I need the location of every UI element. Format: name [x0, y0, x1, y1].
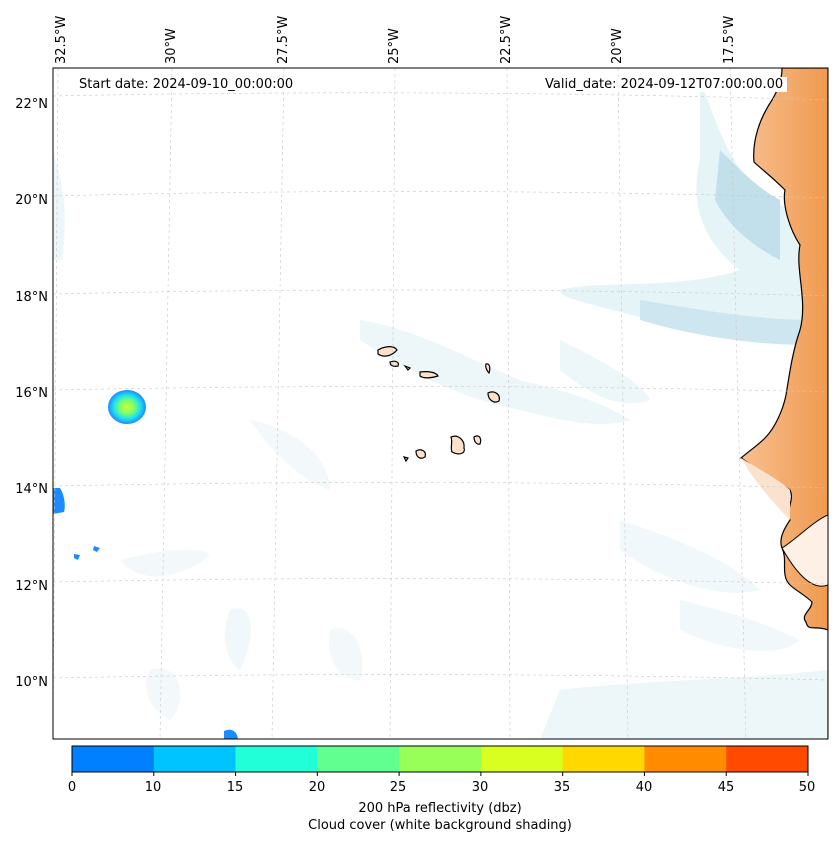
cape-verde-islands: [377, 346, 500, 463]
colorbar-segment: [153, 746, 237, 772]
lat-label: 16°N: [15, 386, 48, 401]
lon-label: 22.5°W: [499, 15, 514, 64]
lat-label: 20°N: [15, 193, 48, 208]
lon-label: 17.5°W: [722, 15, 737, 64]
colorbar-sublabel: Cloud cover (white background shading): [308, 818, 572, 833]
colorbar-segment: [562, 746, 645, 772]
colorbar-segment: [644, 746, 727, 772]
cloud-cover-shading: [53, 80, 828, 739]
lon-label: 27.5°W: [276, 15, 291, 64]
colorbar-tick: 45: [717, 780, 735, 795]
colorbar-segment: [317, 746, 400, 772]
colorbar: [71, 745, 809, 776]
colorbar-segment: [399, 746, 482, 772]
colorbar-tick: 50: [798, 780, 816, 795]
colorbar-frame: [71, 745, 809, 773]
colorbar-segment: [726, 746, 809, 772]
colorbar-tick: 0: [67, 780, 77, 795]
colorbar-tick: 30: [471, 780, 489, 795]
colorbar-tick: 35: [553, 780, 571, 795]
colorbar-tick: 40: [635, 780, 653, 795]
colorbar-tick: 20: [308, 780, 326, 795]
colorbar-tick: 15: [226, 780, 244, 795]
lon-label: 20°W: [610, 28, 625, 64]
colorbar-label: 200 hPa reflectivity (dbz): [358, 801, 522, 816]
west-africa-coastline: [739, 68, 828, 739]
map-area: [53, 68, 828, 739]
colorbar-segment: [480, 746, 564, 772]
lon-label: 30°W: [164, 28, 179, 64]
lat-label: 18°N: [15, 290, 48, 305]
lat-label: 14°N: [15, 482, 48, 497]
colorbar-tick: 25: [389, 780, 407, 795]
lon-label: 25°W: [387, 28, 402, 64]
lon-label: 32.5°W: [54, 15, 69, 64]
colorbar-segment: [72, 746, 155, 772]
start-date-label: Start date: 2024-09-10_00:00:00: [75, 77, 298, 92]
colorbar-segment: [235, 746, 318, 772]
lat-label: 12°N: [15, 579, 48, 594]
reflectivity-cell: [53, 390, 238, 739]
colorbar-tick: 10: [144, 780, 162, 795]
valid-date-label: Valid_date: 2024-09-12T07:00:00.00: [541, 77, 788, 92]
gridlines: [53, 68, 828, 739]
map-frame: [52, 67, 829, 740]
lat-label: 22°N: [15, 97, 48, 112]
lat-label: 10°N: [15, 675, 48, 690]
